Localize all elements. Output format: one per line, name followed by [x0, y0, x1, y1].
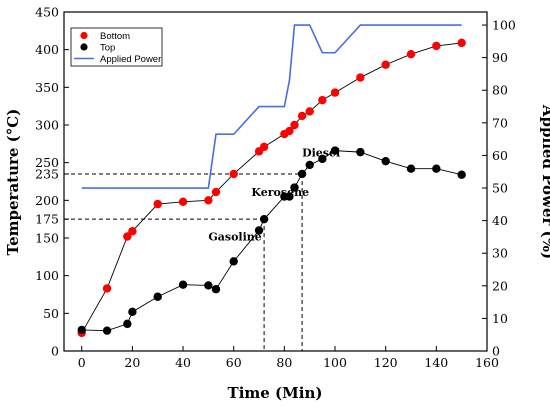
y-axis-right-title: Applied Power (%) [539, 104, 550, 259]
x-tick-label-3: 60 [226, 355, 242, 370]
point-top-19 [381, 156, 390, 166]
point-bottom-15 [305, 107, 314, 116]
applied-power-layer [81, 24, 462, 189]
point-bottom-6 [204, 196, 213, 205]
y-left-tick-label-11: 450 [35, 5, 59, 20]
point-top-14 [297, 169, 307, 179]
y-right-tick-label-5: 50 [492, 181, 508, 196]
annotation-kerosene: Kerosene [251, 186, 309, 199]
y-axis-left-title: Temperature (°C) [4, 109, 22, 256]
y-left-tick-label-5: 200 [35, 193, 59, 208]
y-right-tick-label-1: 10 [492, 311, 508, 326]
reference-lines [64, 173, 303, 351]
point-bottom-21 [432, 41, 441, 51]
y-right-tick-label-3: 30 [492, 246, 508, 261]
point-top-20 [406, 164, 416, 173]
series-line-top [81, 150, 462, 332]
point-bottom-14 [297, 111, 307, 121]
y-left-tick-label-1: 50 [43, 306, 59, 321]
point-top-22 [457, 170, 466, 179]
point-top-4 [153, 292, 162, 301]
y-right-tick-label-6: 60 [492, 148, 508, 163]
point-bottom-5 [178, 197, 188, 207]
top-series-layer [77, 146, 466, 335]
x-tick-label-1: 20 [124, 355, 140, 370]
y-right-tick-label-9: 90 [492, 50, 508, 65]
point-top-8 [229, 257, 238, 266]
y-right-tick-label-0: 0 [492, 344, 500, 359]
y-left-tick-label-10: 400 [35, 42, 59, 57]
annotation-layer: Diesel Kerosene Gasoline [208, 147, 340, 244]
point-top-0 [77, 325, 86, 335]
legend-marker-bottom [80, 31, 88, 40]
x-tick-label-2: 40 [175, 355, 191, 370]
point-bottom-16 [318, 95, 327, 105]
x-tick-label-7: 140 [424, 355, 448, 370]
annotation-gasoline: Gasoline [208, 230, 261, 243]
point-bottom-2 [123, 232, 132, 241]
point-bottom-17 [330, 88, 340, 97]
point-top-15 [305, 160, 314, 170]
point-bottom-10 [259, 142, 269, 152]
point-bottom-20 [406, 49, 416, 59]
point-top-3 [128, 307, 137, 317]
x-tick-label-4: 80 [276, 355, 292, 370]
legend: Bottom Top Applied Power [70, 27, 163, 67]
point-top-18 [356, 147, 365, 157]
y-right-tick-label-8: 80 [492, 83, 508, 98]
point-bottom-22 [457, 38, 466, 48]
y-left-tick-label-3: 150 [35, 231, 59, 246]
point-top-5 [178, 280, 188, 289]
series-line-applied-power [81, 24, 462, 189]
legend-label-top: Top [100, 43, 115, 54]
y-right-tick-label-7: 70 [492, 115, 508, 130]
point-top-9 [254, 226, 264, 235]
legend-label-bottom: Bottom [100, 31, 130, 42]
point-bottom-7 [211, 187, 221, 197]
point-bottom-18 [356, 73, 365, 82]
point-top-17 [330, 146, 340, 155]
y-left-tick-label-4: 175 [35, 212, 59, 227]
bottom-series-layer [77, 38, 466, 338]
point-top-2 [123, 319, 132, 329]
point-top-13 [290, 183, 299, 192]
x-tick-label-0: 0 [78, 355, 86, 370]
annotation-diesel: Diesel [302, 147, 340, 160]
x-axis-title: Time (Min) [228, 384, 323, 402]
point-bottom-4 [153, 199, 162, 209]
y-left-tick-label-7: 250 [35, 155, 59, 170]
y-left-tick-label-0: 0 [51, 344, 59, 359]
point-top-16 [318, 154, 327, 164]
x-axis: 0 20 40 60 80 100 120 140 160 [78, 346, 499, 370]
legend-marker-top [80, 43, 88, 51]
legend-label-applied-power: Applied Power [100, 54, 161, 65]
y-left-tick-label-2: 100 [35, 268, 59, 283]
point-top-12 [285, 192, 294, 201]
point-bottom-12 [285, 126, 294, 136]
point-top-7 [211, 285, 221, 294]
point-top-1 [102, 326, 112, 335]
x-tick-label-6: 120 [374, 355, 398, 370]
point-bottom-13 [290, 120, 299, 130]
x-tick-label-5: 100 [323, 355, 347, 370]
x-tick-label-8: 160 [475, 355, 499, 370]
point-top-10 [259, 214, 269, 224]
y-right-tick-label-2: 20 [492, 278, 508, 293]
plot-frame [63, 11, 488, 352]
point-bottom-19 [381, 60, 390, 69]
y-right-tick-label-4: 40 [492, 213, 508, 228]
point-bottom-3 [128, 227, 137, 236]
y-left-tick-label-8: 300 [35, 118, 59, 133]
point-bottom-1 [102, 284, 112, 293]
y-right-tick-label-10: 100 [492, 18, 516, 33]
y-axis-right: 0 10 20 30 40 50 60 70 80 90 100 [482, 18, 516, 359]
y-left-tick-label-9: 350 [35, 80, 59, 95]
point-top-6 [204, 281, 213, 290]
point-top-21 [432, 164, 441, 173]
point-bottom-8 [229, 169, 238, 179]
y-left-tick-label-6: 235 [35, 166, 59, 181]
